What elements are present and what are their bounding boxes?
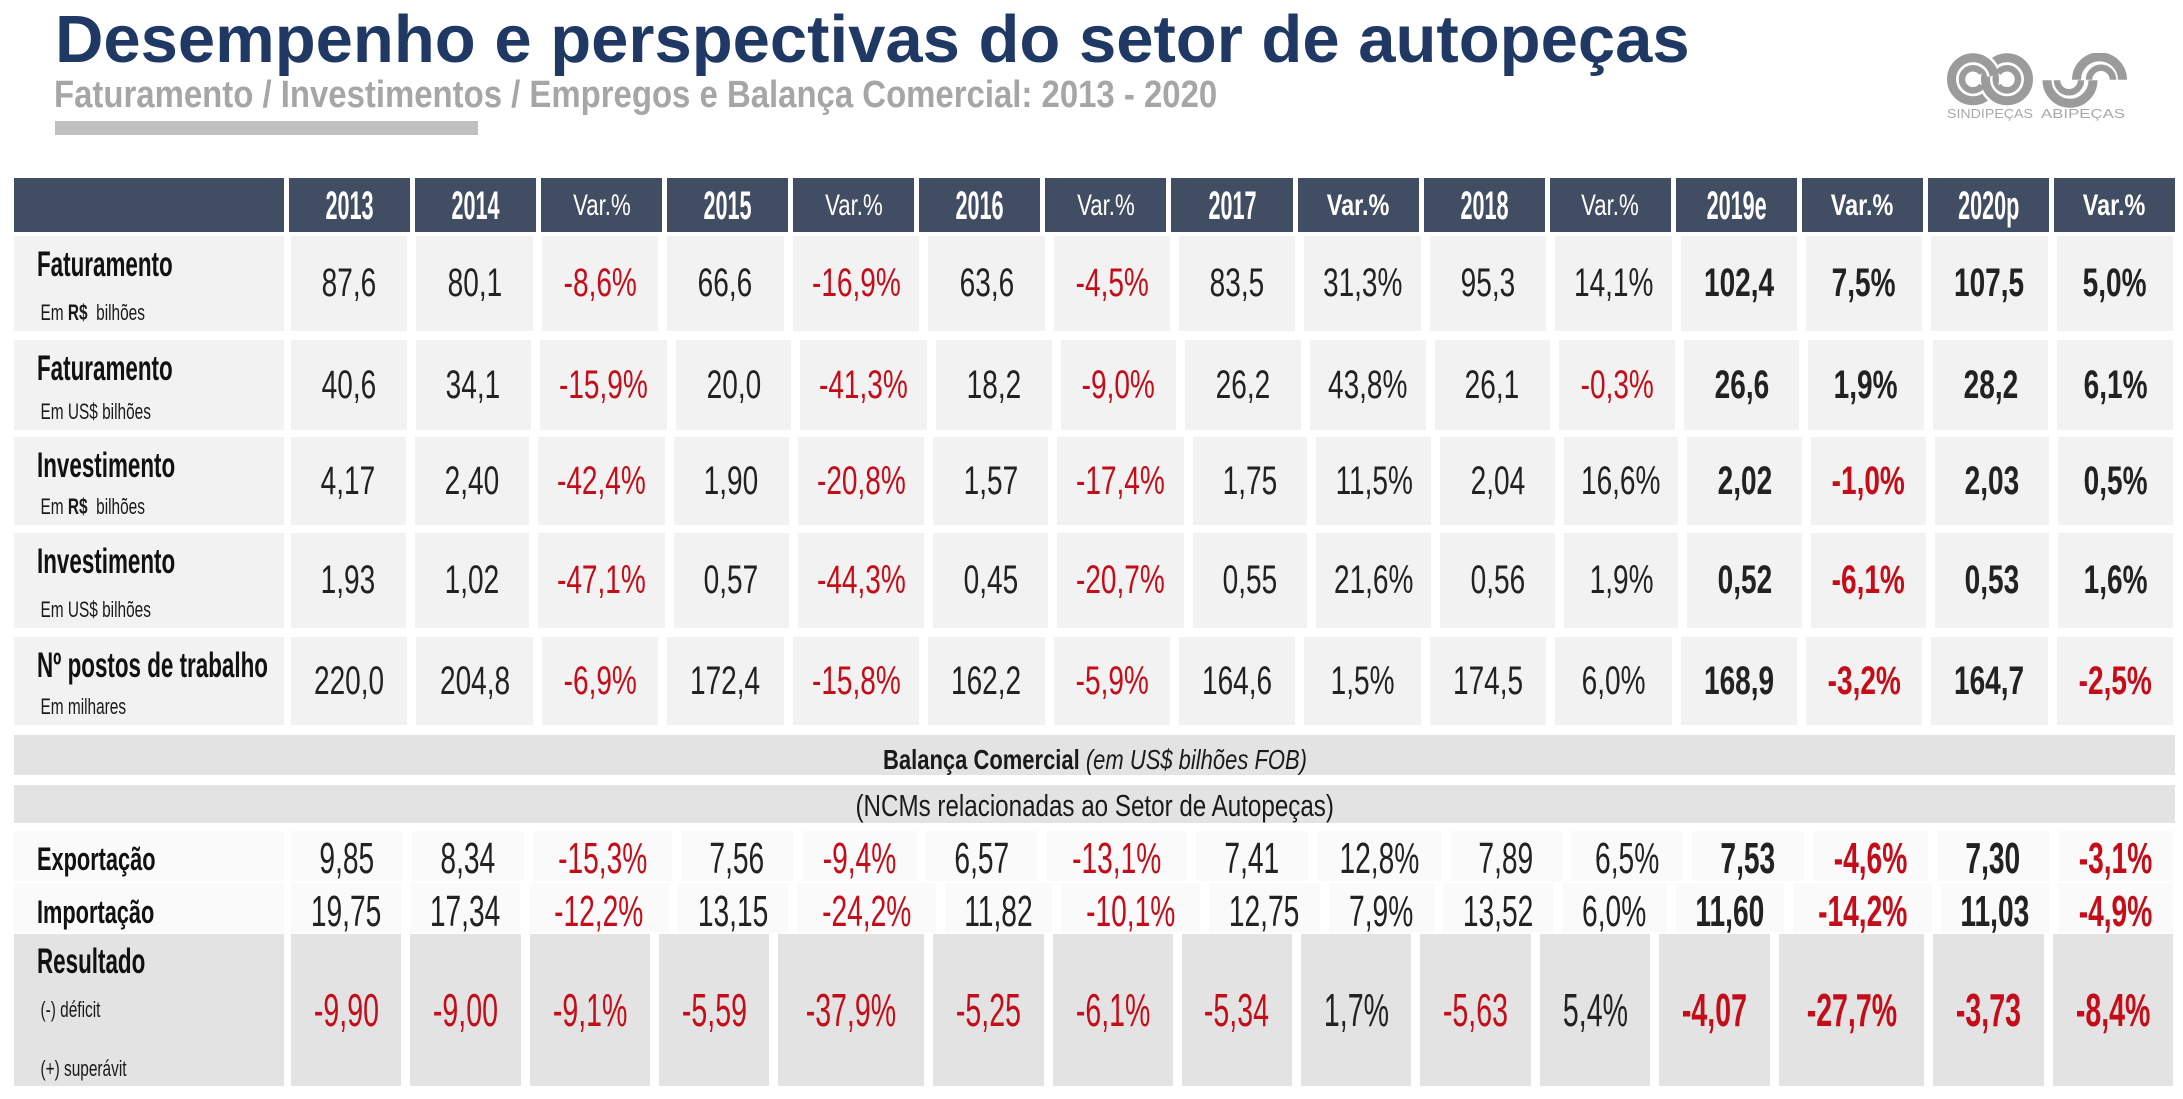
svg-text:ABIPEÇAS: ABIPEÇAS [2041,106,2125,121]
svg-text:SINDIPEÇAS: SINDIPEÇAS [1947,106,2033,121]
